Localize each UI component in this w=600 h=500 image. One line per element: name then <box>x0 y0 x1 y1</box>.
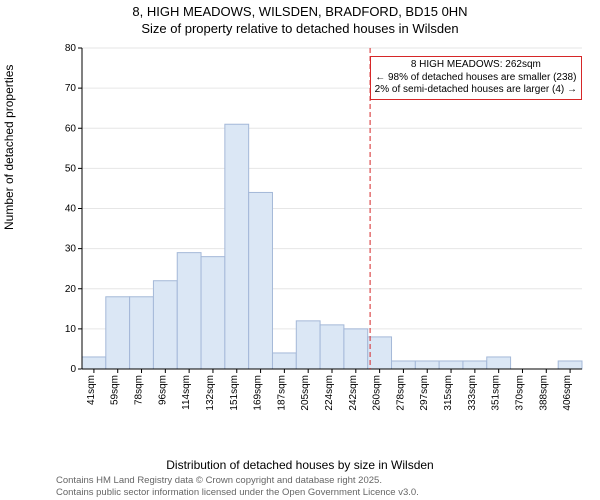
svg-text:406sqm: 406sqm <box>562 375 573 411</box>
svg-text:333sqm: 333sqm <box>467 375 478 411</box>
annotation-box: 8 HIGH MEADOWS: 262sqm← 98% of detached … <box>370 56 582 100</box>
annotation-line: ← 98% of detached houses are smaller (23… <box>375 72 577 85</box>
svg-text:205sqm: 205sqm <box>300 375 311 411</box>
svg-text:80: 80 <box>65 44 77 54</box>
title-block: 8, HIGH MEADOWS, WILSDEN, BRADFORD, BD15… <box>0 0 600 38</box>
svg-text:169sqm: 169sqm <box>253 375 264 411</box>
svg-text:30: 30 <box>65 244 77 255</box>
svg-text:50: 50 <box>65 163 77 174</box>
chart-container: 8, HIGH MEADOWS, WILSDEN, BRADFORD, BD15… <box>0 0 600 500</box>
svg-text:242sqm: 242sqm <box>348 375 359 411</box>
svg-text:78sqm: 78sqm <box>134 375 145 405</box>
svg-text:260sqm: 260sqm <box>372 375 383 411</box>
svg-text:132sqm: 132sqm <box>205 375 216 411</box>
svg-text:187sqm: 187sqm <box>276 375 287 411</box>
svg-text:114sqm: 114sqm <box>181 375 192 410</box>
svg-text:224sqm: 224sqm <box>324 375 335 411</box>
title-line-1: 8, HIGH MEADOWS, WILSDEN, BRADFORD, BD15… <box>0 4 600 21</box>
chart-area: 0 10 20 30 40 50 60 70 80 41sqm 59sqm 78sqm 96sqm 114… <box>56 44 586 424</box>
svg-text:0: 0 <box>70 364 76 375</box>
svg-text:370sqm: 370sqm <box>514 375 525 411</box>
svg-text:60: 60 <box>65 123 77 134</box>
annotation-line: 2% of semi-detached houses are larger (4… <box>375 84 577 97</box>
svg-text:278sqm: 278sqm <box>395 375 406 411</box>
svg-text:151sqm: 151sqm <box>229 375 240 411</box>
svg-text:59sqm: 59sqm <box>110 375 121 405</box>
title-line-2: Size of property relative to detached ho… <box>0 21 600 38</box>
footer-attribution: Contains HM Land Registry data © Crown c… <box>56 475 419 498</box>
svg-text:41sqm: 41sqm <box>86 375 97 405</box>
svg-text:20: 20 <box>65 284 77 295</box>
footer-line-2: Contains public sector information licen… <box>56 487 419 498</box>
svg-text:10: 10 <box>65 324 77 335</box>
svg-text:297sqm: 297sqm <box>419 375 430 411</box>
annotation-line: 8 HIGH MEADOWS: 262sqm <box>375 59 577 72</box>
y-axis-label: Number of detached properties <box>2 65 16 230</box>
svg-text:96sqm: 96sqm <box>157 375 168 405</box>
x-axis-label: Distribution of detached houses by size … <box>0 458 600 472</box>
svg-text:40: 40 <box>65 204 77 215</box>
svg-text:351sqm: 351sqm <box>491 375 502 411</box>
svg-text:388sqm: 388sqm <box>538 375 549 411</box>
svg-text:315sqm: 315sqm <box>443 375 454 411</box>
histogram-plot: 0 10 20 30 40 50 60 70 80 41sqm 59sqm 78sqm 96sqm 114… <box>56 44 586 424</box>
svg-text:70: 70 <box>65 83 77 94</box>
footer-line-1: Contains HM Land Registry data © Crown c… <box>56 475 419 486</box>
